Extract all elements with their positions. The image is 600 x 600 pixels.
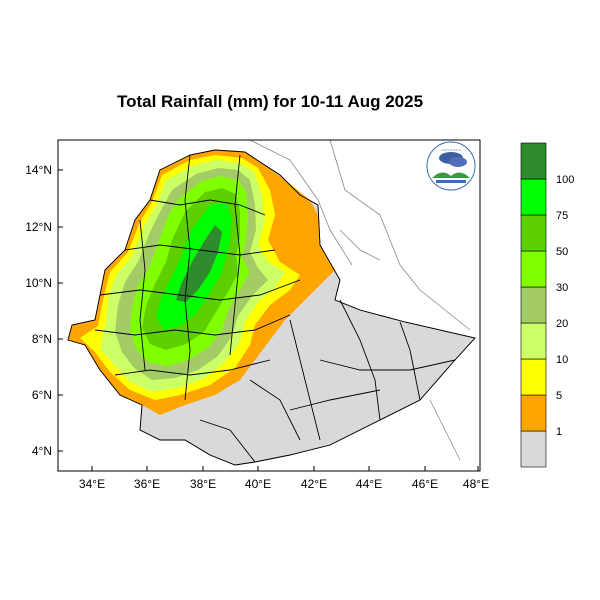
colorbar-swatch-5 [520,250,547,288]
colorbar-label-100: 100 [556,174,574,186]
colorbar-label-75: 75 [556,210,568,222]
colorbar-label-10: 10 [556,354,568,366]
lon-label-40: 40°E [245,477,271,491]
lat-label-6: 6°N [32,388,52,402]
lat-tick-marks [58,169,63,452]
colorbar-swatch-2 [520,358,547,396]
colorbar-label-20: 20 [556,318,568,330]
admin-boundaries [67,149,476,466]
lat-label-8: 8°N [32,332,52,346]
colorbar-swatch-3 [520,322,547,360]
lon-label-46: 46°E [412,477,438,491]
colorbar-label-30: 30 [556,282,568,294]
agency-logo-icon: ~~~~~~~ [426,141,476,191]
lon-label-44: 44°E [356,477,382,491]
lon-label-42: 42°E [301,477,327,491]
lat-label-10: 10°N [25,276,52,290]
map-frame [57,139,481,472]
svg-text:~~~~~~~: ~~~~~~~ [441,148,462,154]
colorbar-swatch-7 [520,178,547,216]
colorbar-swatch-1 [520,394,547,432]
map-title: Total Rainfall (mm) for 10-11 Aug 2025 [116,92,424,111]
lat-label-14: 14°N [25,163,52,177]
neighbour-borders [249,139,471,461]
lon-label-36: 36°E [134,477,160,491]
colorbar-swatch-8 [520,142,547,180]
colorbar [520,142,547,468]
lon-tick-marks [91,466,479,471]
lat-label-12: 12°N [25,220,52,234]
lat-label-4: 4°N [32,444,52,458]
colorbar-label-1: 1 [556,426,562,438]
colorbar-swatch-6 [520,214,547,252]
colorbar-label-50: 50 [556,246,568,258]
rain-above-100mm [176,225,222,302]
colorbar-swatch-4 [520,286,547,324]
colorbar-label-5: 5 [556,390,562,402]
colorbar-swatch-0 [520,430,547,468]
lon-label-38: 38°E [190,477,216,491]
lon-label-34: 34°E [79,477,105,491]
lon-label-48: 48°E [463,477,489,491]
